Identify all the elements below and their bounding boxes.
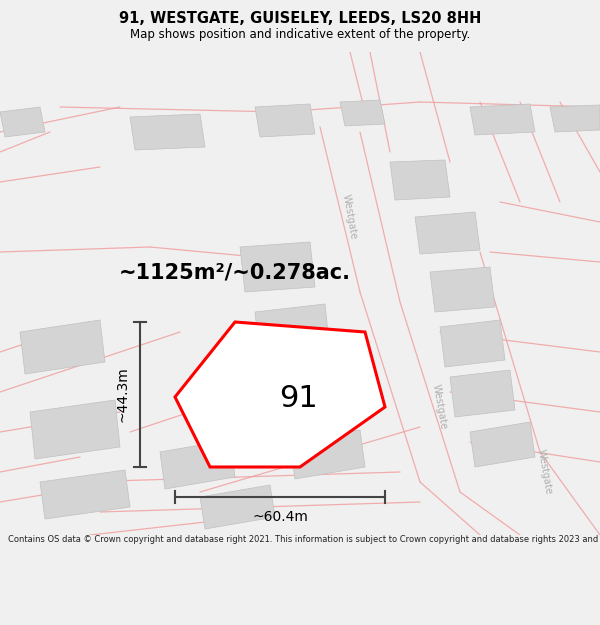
Polygon shape (175, 322, 385, 467)
Polygon shape (30, 400, 120, 459)
Text: Contains OS data © Crown copyright and database right 2021. This information is : Contains OS data © Crown copyright and d… (8, 535, 600, 544)
Polygon shape (240, 242, 315, 292)
Polygon shape (450, 370, 515, 417)
Text: 91, WESTGATE, GUISELEY, LEEDS, LS20 8HH: 91, WESTGATE, GUISELEY, LEEDS, LS20 8HH (119, 11, 481, 26)
Polygon shape (20, 320, 105, 374)
Polygon shape (40, 470, 130, 519)
Polygon shape (440, 320, 505, 367)
Text: Map shows position and indicative extent of the property.: Map shows position and indicative extent… (130, 28, 470, 41)
Polygon shape (470, 422, 535, 467)
Text: ~44.3m: ~44.3m (115, 367, 129, 423)
Polygon shape (390, 160, 450, 200)
Text: Westgate: Westgate (431, 384, 449, 431)
Text: Westgate: Westgate (341, 194, 359, 241)
Polygon shape (255, 304, 330, 360)
Text: 91: 91 (279, 384, 318, 413)
Polygon shape (255, 104, 315, 137)
Polygon shape (130, 114, 205, 150)
Text: ~60.4m: ~60.4m (252, 510, 308, 524)
Text: ~1125m²/~0.278ac.: ~1125m²/~0.278ac. (119, 262, 351, 282)
Polygon shape (160, 440, 235, 489)
Polygon shape (340, 100, 385, 126)
Text: Westgate: Westgate (536, 449, 554, 496)
Polygon shape (550, 105, 600, 132)
Polygon shape (470, 104, 535, 135)
Polygon shape (430, 267, 495, 312)
Polygon shape (415, 212, 480, 254)
Polygon shape (290, 430, 365, 479)
Polygon shape (200, 485, 275, 529)
Polygon shape (0, 107, 45, 137)
